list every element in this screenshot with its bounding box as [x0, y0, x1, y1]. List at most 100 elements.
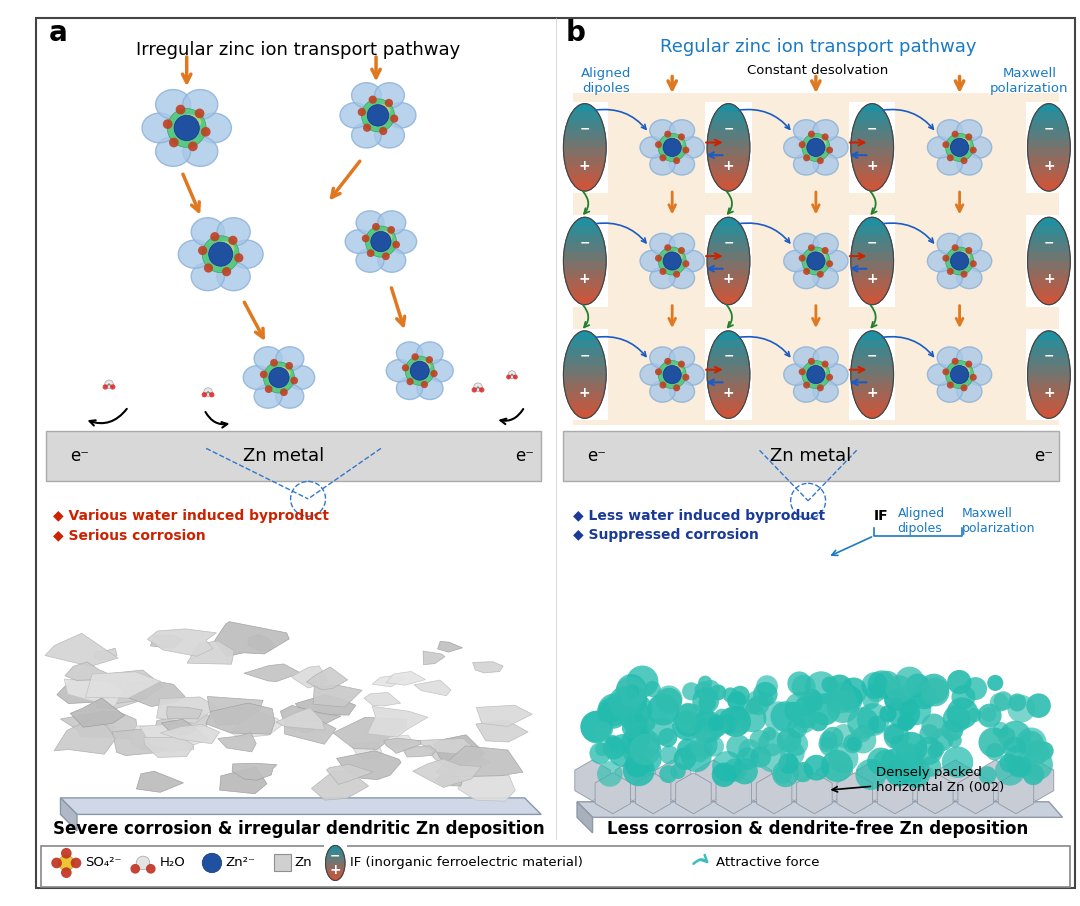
Circle shape — [915, 737, 943, 765]
Polygon shape — [337, 751, 401, 779]
Ellipse shape — [197, 113, 231, 143]
Bar — [706, 103, 751, 113]
Circle shape — [658, 728, 677, 747]
Bar — [1027, 121, 1071, 130]
Bar — [563, 217, 607, 227]
Bar — [729, 148, 752, 193]
Bar — [563, 235, 607, 245]
Circle shape — [726, 735, 751, 758]
Bar — [325, 863, 346, 867]
Polygon shape — [64, 680, 123, 708]
Circle shape — [513, 374, 517, 380]
Circle shape — [746, 690, 768, 712]
Bar — [563, 278, 607, 288]
Bar — [850, 287, 894, 297]
Text: Less corrosion & dendrite-free Zn deposition: Less corrosion & dendrite-free Zn deposi… — [607, 820, 1028, 838]
Text: +: + — [1043, 273, 1055, 286]
Polygon shape — [1018, 760, 1054, 801]
Circle shape — [889, 697, 903, 711]
Circle shape — [804, 692, 823, 712]
Circle shape — [805, 671, 838, 704]
Circle shape — [176, 105, 186, 114]
Circle shape — [828, 743, 859, 773]
Circle shape — [809, 693, 840, 726]
Circle shape — [821, 750, 853, 782]
Bar — [1026, 216, 1049, 261]
Bar — [705, 148, 729, 193]
Text: ◆ Serious corrosion: ◆ Serious corrosion — [53, 528, 205, 542]
Circle shape — [672, 711, 701, 740]
Text: Maxwell
polarization: Maxwell polarization — [961, 506, 1035, 535]
Circle shape — [622, 713, 639, 730]
Bar — [706, 278, 751, 288]
Bar — [1027, 400, 1071, 410]
Circle shape — [405, 356, 434, 385]
Bar — [1027, 410, 1071, 419]
Circle shape — [654, 369, 662, 375]
Polygon shape — [60, 798, 541, 814]
Bar — [706, 121, 751, 130]
Bar — [563, 148, 607, 157]
Circle shape — [691, 747, 707, 763]
Circle shape — [867, 670, 895, 699]
Ellipse shape — [191, 263, 225, 291]
Text: e⁻: e⁻ — [515, 448, 534, 465]
Bar — [1027, 156, 1071, 166]
Bar — [563, 112, 607, 122]
Circle shape — [222, 267, 231, 276]
Polygon shape — [386, 671, 426, 685]
Circle shape — [593, 721, 611, 739]
Circle shape — [674, 747, 697, 770]
Circle shape — [202, 853, 221, 872]
Bar — [850, 349, 894, 358]
Ellipse shape — [640, 364, 665, 385]
Circle shape — [854, 726, 872, 742]
Text: −: − — [1043, 236, 1054, 249]
Bar — [563, 287, 607, 297]
Circle shape — [921, 714, 946, 738]
Ellipse shape — [794, 154, 819, 175]
Bar — [850, 392, 894, 401]
Circle shape — [822, 247, 828, 254]
Bar — [562, 148, 584, 193]
Bar — [1027, 270, 1071, 279]
Ellipse shape — [370, 104, 390, 117]
Bar — [563, 374, 607, 384]
Circle shape — [626, 666, 659, 698]
Polygon shape — [858, 760, 892, 801]
Ellipse shape — [378, 248, 406, 273]
Text: Zn²⁻: Zn²⁻ — [226, 856, 256, 870]
Bar — [41, 846, 1070, 887]
Circle shape — [1010, 756, 1031, 777]
Bar — [1027, 244, 1071, 253]
Circle shape — [883, 724, 909, 749]
Ellipse shape — [352, 122, 381, 148]
Bar — [325, 870, 346, 874]
Bar — [335, 843, 347, 863]
Bar — [873, 329, 895, 374]
Bar — [563, 130, 607, 140]
Circle shape — [819, 737, 834, 752]
Bar — [706, 165, 751, 175]
Bar — [706, 374, 751, 384]
Ellipse shape — [813, 347, 838, 369]
Text: +: + — [1043, 159, 1055, 173]
Bar — [706, 148, 751, 157]
Circle shape — [1018, 731, 1043, 756]
Circle shape — [110, 384, 116, 390]
Circle shape — [507, 374, 511, 380]
Bar — [1027, 235, 1071, 245]
Circle shape — [808, 245, 815, 251]
Bar — [729, 329, 752, 374]
Ellipse shape — [650, 120, 675, 141]
Polygon shape — [431, 740, 490, 774]
Circle shape — [731, 758, 758, 785]
Bar — [705, 216, 729, 261]
Bar — [325, 870, 346, 874]
Bar — [563, 400, 607, 410]
Circle shape — [708, 715, 725, 731]
Text: ◆ Suppressed corrosion: ◆ Suppressed corrosion — [573, 528, 759, 542]
Ellipse shape — [679, 137, 704, 158]
Circle shape — [804, 268, 810, 275]
Bar — [1027, 296, 1071, 305]
